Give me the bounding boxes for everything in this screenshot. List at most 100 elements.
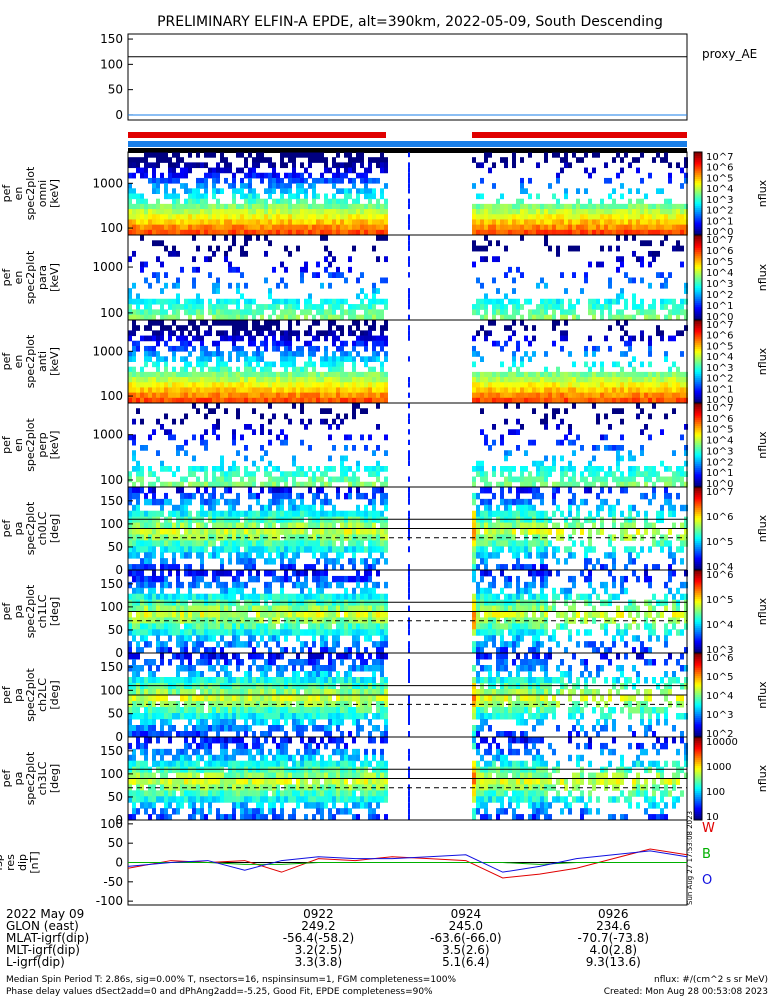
heatmap-cell (616, 152, 620, 158)
heatmap-cell (668, 372, 672, 378)
heatmap-cell (284, 173, 288, 179)
heatmap-cell (148, 393, 152, 399)
heatmap-cell (144, 540, 148, 546)
heatmap-cell (292, 540, 296, 546)
heatmap-cell (200, 493, 204, 499)
heatmap-cell (628, 534, 632, 540)
heatmap-cell (512, 393, 516, 399)
heatmap-cell (220, 477, 224, 483)
heatmap-cell (284, 183, 288, 189)
heatmap-cell (160, 204, 164, 210)
heatmap-cell (304, 471, 308, 477)
heatmap-cell (536, 393, 540, 399)
heatmap-cell (152, 209, 156, 215)
heatmap-cell (552, 511, 556, 517)
heatmap-cell (244, 204, 248, 210)
heatmap-cell (636, 372, 640, 378)
heatmap-cell (516, 419, 520, 425)
heatmap-cell (636, 225, 640, 231)
heatmap-cell (600, 362, 604, 368)
heatmap-cell (572, 382, 576, 388)
heatmap-cell (200, 194, 204, 200)
heatmap-cell (496, 240, 500, 246)
colorbar-tick-label: 10^7 (706, 320, 733, 331)
heatmap-cell (568, 372, 572, 378)
heatmap-cell (140, 262, 144, 268)
heatmap-cell (156, 330, 160, 336)
heatmap-cell (328, 372, 332, 378)
heatmap-cell (184, 183, 188, 189)
heatmap-cell (596, 529, 600, 535)
heatmap-cell (292, 456, 296, 462)
heatmap-cell (496, 341, 500, 347)
heatmap-cell (608, 219, 612, 225)
heatmap-cell (164, 499, 168, 505)
heatmap-cell (260, 356, 264, 362)
heatmap-cell (256, 546, 260, 552)
heatmap-cell (644, 466, 648, 472)
heatmap-cell (352, 558, 356, 564)
heatmap-cell (212, 529, 216, 535)
heatmap-cell (340, 471, 344, 477)
heatmap-cell (216, 387, 220, 393)
heatmap-cell (324, 362, 328, 368)
heatmap-cell (184, 162, 188, 168)
heatmap-cell (208, 173, 212, 179)
heatmap-cell (296, 393, 300, 399)
heatmap-cell (364, 225, 368, 231)
heatmap-cell (328, 283, 332, 289)
heatmap-cell (312, 209, 316, 215)
heatmap-cell (680, 471, 684, 477)
heatmap-cell (320, 511, 324, 517)
heatmap-cell (320, 309, 324, 315)
heatmap-cell (192, 456, 196, 462)
heatmap-cell (192, 517, 196, 523)
heatmap-cell (564, 225, 568, 231)
heatmap-cell (224, 162, 228, 168)
heatmap-cell (268, 540, 272, 546)
heatmap-cell (232, 466, 236, 472)
heatmap-cell (352, 356, 356, 362)
heatmap-cell (528, 214, 532, 220)
heatmap-cell (184, 325, 188, 331)
heatmap-cell (352, 168, 356, 174)
heatmap-cell (180, 341, 184, 347)
heatmap-cell (340, 199, 344, 205)
heatmap-cell (588, 173, 592, 179)
heatmap-cell (336, 204, 340, 210)
heatmap-cell (648, 304, 652, 310)
heatmap-cell (132, 194, 136, 200)
heatmap-cell (312, 219, 316, 225)
heatmap-cell (136, 293, 140, 299)
heatmap-cell (604, 393, 608, 399)
heatmap-cell (664, 351, 668, 357)
heatmap-cell (268, 440, 272, 446)
heatmap-cell (588, 209, 592, 215)
heatmap-cell (280, 309, 284, 315)
heatmap-cell (356, 351, 360, 357)
heatmap-cell (208, 214, 212, 220)
heatmap-cell (248, 529, 252, 535)
heatmap-cell (652, 493, 656, 499)
y-tick-label: 100 (100, 221, 123, 235)
heatmap-cell (192, 367, 196, 373)
heatmap-cell (544, 424, 548, 430)
heatmap-cell (376, 299, 380, 305)
heatmap-cell (644, 529, 648, 535)
heatmap-cell (268, 477, 272, 483)
heatmap-cell (296, 511, 300, 517)
heatmap-cell (544, 393, 548, 399)
heatmap-cell (676, 162, 680, 168)
heatmap-cell (584, 209, 588, 215)
heatmap-cell (208, 272, 212, 278)
heatmap-cell (480, 408, 484, 414)
colorbar-tick-label: 10^6 (706, 163, 733, 174)
heatmap-cell (608, 393, 612, 399)
heatmap-cell (340, 173, 344, 179)
heatmap-cell (384, 558, 388, 564)
heatmap-cell (196, 387, 200, 393)
heatmap-cell (356, 188, 360, 194)
heatmap-cell (224, 372, 228, 378)
heatmap-cell (664, 382, 668, 388)
heatmap-cell (284, 552, 288, 558)
